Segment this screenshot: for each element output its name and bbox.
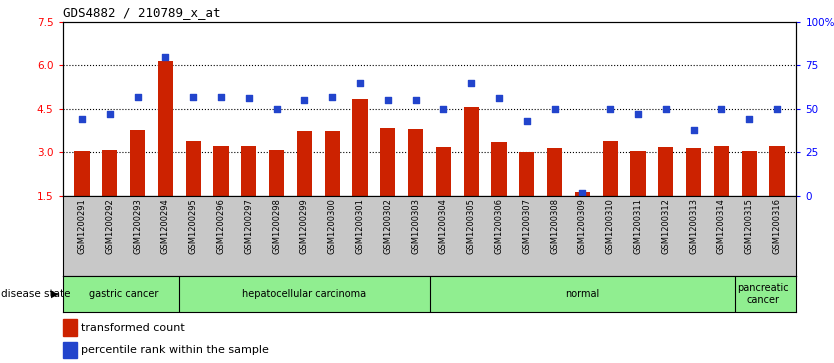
Bar [352,99,368,196]
Bar [74,151,90,196]
Text: GSM1200312: GSM1200312 [661,199,671,254]
Text: normal: normal [565,289,600,299]
Bar [714,146,729,196]
Point [131,94,144,99]
Text: GSM1200301: GSM1200301 [355,199,364,254]
Text: GSM1200299: GSM1200299 [300,199,309,254]
Text: GSM1200307: GSM1200307 [522,199,531,254]
Text: GSM1200291: GSM1200291 [78,199,87,254]
Text: GSM1200314: GSM1200314 [717,199,726,254]
Text: GSM1200300: GSM1200300 [328,199,337,254]
Point [742,117,756,122]
Text: GDS4882 / 210789_x_at: GDS4882 / 210789_x_at [63,6,220,19]
Point [158,54,172,60]
Text: GSM1200302: GSM1200302 [384,199,392,254]
Text: pancreatic
cancer: pancreatic cancer [737,283,789,305]
Text: hepatocellular carcinoma: hepatocellular carcinoma [243,289,366,299]
Bar [519,152,535,196]
Point [715,106,728,112]
Bar [464,107,479,196]
Text: GSM1200306: GSM1200306 [495,199,504,254]
Text: transformed count: transformed count [81,323,184,333]
Text: percentile rank within the sample: percentile rank within the sample [81,345,269,355]
Text: GSM1200311: GSM1200311 [634,199,642,254]
Point [298,97,311,103]
Text: GSM1200294: GSM1200294 [161,199,170,254]
Bar [214,146,229,196]
Point [103,111,117,117]
Point [381,97,394,103]
Text: GSM1200316: GSM1200316 [772,199,781,254]
Text: GSM1200293: GSM1200293 [133,199,142,254]
Bar [380,128,395,196]
Bar [631,151,646,196]
Bar [602,141,618,196]
Point [604,106,617,112]
Bar [63,319,78,336]
Point [659,106,672,112]
Bar [241,146,256,196]
Point [409,97,422,103]
Bar [269,150,284,196]
Point [270,106,284,112]
Bar [297,131,312,196]
Bar [741,151,757,196]
Text: GSM1200305: GSM1200305 [467,199,475,254]
Point [187,94,200,99]
Text: GSM1200304: GSM1200304 [439,199,448,254]
Point [631,111,645,117]
Point [242,95,255,101]
Text: gastric cancer: gastric cancer [89,289,158,299]
Point [492,95,505,101]
Bar [324,131,340,196]
Bar [769,146,785,196]
Point [771,106,784,112]
Text: ▶: ▶ [51,289,58,299]
Bar [102,150,118,196]
Text: GSM1200292: GSM1200292 [105,199,114,254]
Bar [491,142,507,196]
Bar [130,130,145,196]
Point [354,80,367,86]
Bar [408,129,423,196]
Point [214,94,228,99]
Point [437,106,450,112]
Point [325,94,339,99]
Bar [575,192,590,196]
Bar [686,148,701,196]
Point [575,189,589,195]
Point [75,117,88,122]
Text: GSM1200297: GSM1200297 [244,199,254,254]
Text: GSM1200295: GSM1200295 [188,199,198,254]
Point [548,106,561,112]
Bar [158,61,173,196]
Text: GSM1200298: GSM1200298 [272,199,281,254]
Bar [547,148,562,196]
Text: GSM1200303: GSM1200303 [411,199,420,254]
Bar [63,342,78,358]
Text: GSM1200309: GSM1200309 [578,199,587,254]
Text: GSM1200310: GSM1200310 [605,199,615,254]
Text: GSM1200296: GSM1200296 [217,199,225,254]
Point [687,127,701,133]
Point [465,80,478,86]
Bar [185,141,201,196]
Text: disease state: disease state [1,289,70,299]
Bar [435,147,451,196]
Text: GSM1200313: GSM1200313 [689,199,698,254]
Bar [658,147,674,196]
Text: GSM1200308: GSM1200308 [550,199,559,254]
Point [520,118,534,124]
Text: GSM1200315: GSM1200315 [745,199,754,254]
